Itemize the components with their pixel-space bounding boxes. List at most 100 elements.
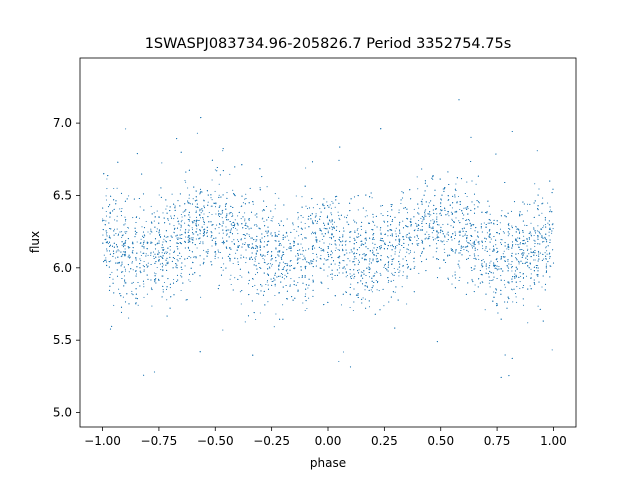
data-point <box>297 257 299 259</box>
data-point <box>335 247 337 249</box>
data-point <box>332 202 334 204</box>
data-point <box>150 205 152 207</box>
data-point <box>155 256 157 258</box>
data-point <box>454 231 456 233</box>
data-point <box>431 232 433 234</box>
data-point <box>121 244 123 246</box>
data-point <box>375 270 378 272</box>
data-point <box>286 218 288 220</box>
data-point <box>538 230 540 232</box>
data-point <box>304 222 306 225</box>
data-point <box>507 235 509 237</box>
data-point <box>467 251 469 253</box>
data-point <box>458 252 460 254</box>
data-point <box>446 240 448 243</box>
data-point <box>132 281 134 283</box>
data-point <box>235 252 237 254</box>
data-point <box>507 266 509 268</box>
data-point <box>211 179 213 181</box>
data-point <box>180 221 182 223</box>
data-point <box>258 227 260 229</box>
data-point <box>124 245 126 247</box>
data-point <box>547 202 549 204</box>
data-point <box>304 258 306 260</box>
data-point <box>481 245 484 247</box>
data-point <box>163 281 166 284</box>
data-point <box>538 258 540 260</box>
data-point <box>435 243 438 245</box>
data-point <box>268 266 270 268</box>
data-point <box>153 255 155 257</box>
data-point <box>316 256 318 258</box>
data-point <box>304 276 306 278</box>
data-point <box>312 207 314 209</box>
data-point <box>267 263 269 265</box>
data-point <box>215 213 217 215</box>
data-point <box>298 235 300 237</box>
data-point <box>451 218 453 220</box>
data-point <box>150 251 152 253</box>
data-point <box>511 270 513 272</box>
data-point <box>439 232 441 234</box>
data-point <box>160 196 162 198</box>
data-point <box>400 202 402 205</box>
data-point <box>138 217 141 219</box>
data-point <box>260 254 262 256</box>
data-point <box>529 285 531 287</box>
data-point <box>289 284 291 286</box>
data-point <box>314 220 316 222</box>
data-point <box>427 205 430 207</box>
data-point <box>210 194 212 196</box>
data-point <box>273 326 275 328</box>
data-point <box>425 209 427 211</box>
data-point <box>300 243 302 245</box>
data-point <box>230 223 232 225</box>
data-point <box>199 193 201 195</box>
data-point <box>132 252 134 254</box>
data-point <box>349 231 351 233</box>
data-point <box>175 242 178 244</box>
data-point <box>305 205 307 207</box>
data-point <box>388 301 390 303</box>
data-point <box>349 260 351 262</box>
data-point <box>143 242 145 244</box>
data-point <box>216 224 218 226</box>
data-point <box>200 209 202 211</box>
data-point <box>511 130 513 133</box>
data-point <box>158 230 160 232</box>
data-point <box>533 234 535 237</box>
data-point <box>392 274 394 276</box>
data-point <box>240 238 242 240</box>
data-point <box>442 188 444 190</box>
data-point <box>121 261 123 263</box>
data-point <box>376 252 378 254</box>
data-point <box>428 215 430 217</box>
data-point <box>166 251 169 253</box>
data-point <box>383 221 386 223</box>
data-point <box>473 193 476 195</box>
data-point <box>110 260 112 262</box>
data-point <box>530 268 532 270</box>
data-point <box>512 301 514 303</box>
data-point <box>522 254 524 256</box>
data-point <box>466 219 468 221</box>
data-point <box>115 262 117 264</box>
data-point <box>237 278 239 280</box>
data-point <box>125 128 127 130</box>
data-point <box>436 216 438 218</box>
data-point <box>143 269 145 271</box>
data-point <box>405 235 407 237</box>
data-point <box>371 197 373 199</box>
data-point <box>355 222 358 224</box>
data-point <box>132 243 134 245</box>
data-point <box>112 250 115 252</box>
data-point <box>270 233 272 235</box>
data-point <box>267 230 269 232</box>
data-point <box>533 282 535 284</box>
data-point <box>387 281 389 283</box>
data-point <box>229 220 231 223</box>
data-point <box>158 256 160 258</box>
data-point <box>287 272 289 274</box>
data-point <box>380 274 382 276</box>
data-point <box>358 247 360 249</box>
